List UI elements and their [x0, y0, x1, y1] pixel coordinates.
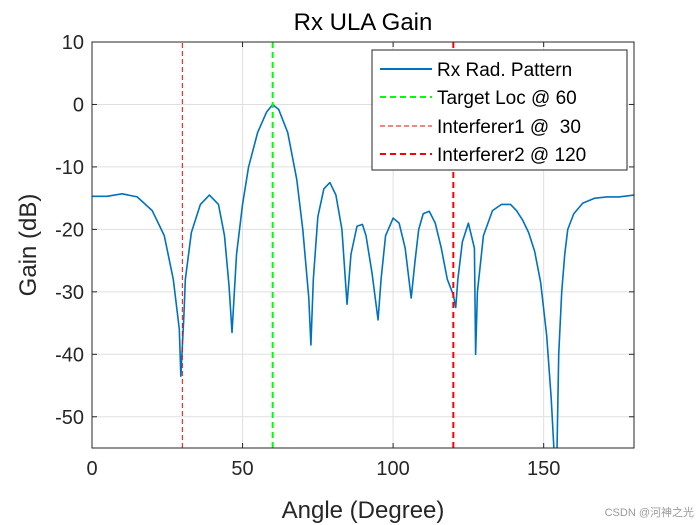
- series-group: [92, 42, 634, 448]
- x-tick-label: 150: [527, 458, 560, 480]
- y-tick-label: 0: [73, 94, 84, 116]
- legend: Rx Rad. Pattern Target Loc @ 60 Interfer…: [371, 49, 628, 171]
- series-rx-pattern: [92, 103, 634, 448]
- x-tick-label: 100: [376, 458, 409, 480]
- y-axis-title: Gain (dB): [15, 194, 42, 297]
- legend-label-pattern: Rx Rad. Pattern: [437, 60, 572, 81]
- y-tick-label: -50: [55, 407, 84, 429]
- legend-label-interferer1: Interferer1 @ 30: [437, 117, 581, 138]
- watermark: CSDN @河神之光: [605, 505, 694, 519]
- y-tick-label: -30: [55, 282, 84, 304]
- axes-box: [91, 41, 635, 449]
- x-axis-title: Angle (Degree): [282, 497, 445, 524]
- x-tick-label: 0: [86, 458, 97, 480]
- y-tick-label: -40: [55, 344, 84, 366]
- y-tick-label: -10: [55, 157, 84, 179]
- y-tick-label: -20: [55, 219, 84, 241]
- y-tick-label: 10: [62, 32, 84, 54]
- legend-label-target: Target Loc @ 60: [437, 88, 577, 109]
- x-tick-label: 50: [231, 458, 253, 480]
- legend-label-interferer2: Interferer2 @ 120: [437, 145, 586, 166]
- chart-title: Rx ULA Gain: [294, 9, 433, 36]
